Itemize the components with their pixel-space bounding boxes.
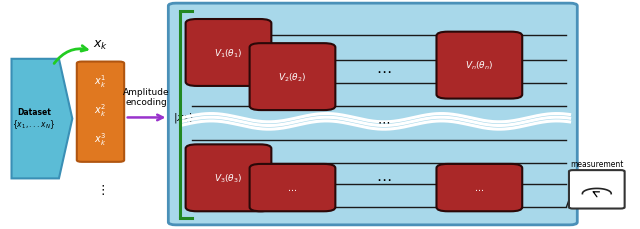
- FancyBboxPatch shape: [250, 44, 335, 111]
- Text: $\cdots$: $\cdots$: [378, 115, 390, 128]
- Text: $x_k^1$: $x_k^1$: [95, 73, 106, 90]
- Text: Dataset
$\{x_1,...x_N\}$: Dataset $\{x_1,...x_N\}$: [12, 107, 56, 131]
- FancyBboxPatch shape: [186, 20, 271, 87]
- Text: $\cdots$: $\cdots$: [287, 183, 298, 192]
- Text: $x_k$: $x_k$: [93, 38, 108, 52]
- Text: $x_k^2$: $x_k^2$: [95, 102, 106, 119]
- Text: $|x_k\rangle$: $|x_k\rangle$: [173, 111, 194, 125]
- FancyBboxPatch shape: [569, 170, 625, 209]
- Text: $\vdots$: $\vdots$: [96, 182, 105, 196]
- Text: Amplitude
encoding: Amplitude encoding: [124, 88, 170, 107]
- FancyBboxPatch shape: [436, 164, 522, 211]
- Text: $\cdots$: $\cdots$: [376, 62, 392, 77]
- Polygon shape: [12, 60, 72, 179]
- Text: $V_1(\theta_1)$: $V_1(\theta_1)$: [214, 47, 243, 60]
- FancyBboxPatch shape: [250, 164, 335, 211]
- Text: $\cdots$: $\cdots$: [376, 170, 392, 185]
- Text: $\cdots$: $\cdots$: [474, 183, 484, 192]
- Text: $V_3(\theta_3)$: $V_3(\theta_3)$: [214, 172, 243, 184]
- Text: $x_k^3$: $x_k^3$: [94, 131, 107, 147]
- FancyBboxPatch shape: [186, 145, 271, 211]
- FancyBboxPatch shape: [168, 4, 577, 225]
- FancyBboxPatch shape: [77, 62, 124, 162]
- Text: $V_2(\theta_2)$: $V_2(\theta_2)$: [278, 71, 307, 84]
- FancyBboxPatch shape: [436, 33, 522, 99]
- Text: measurement: measurement: [570, 159, 623, 168]
- Text: $V_n(\theta_n)$: $V_n(\theta_n)$: [465, 60, 493, 72]
